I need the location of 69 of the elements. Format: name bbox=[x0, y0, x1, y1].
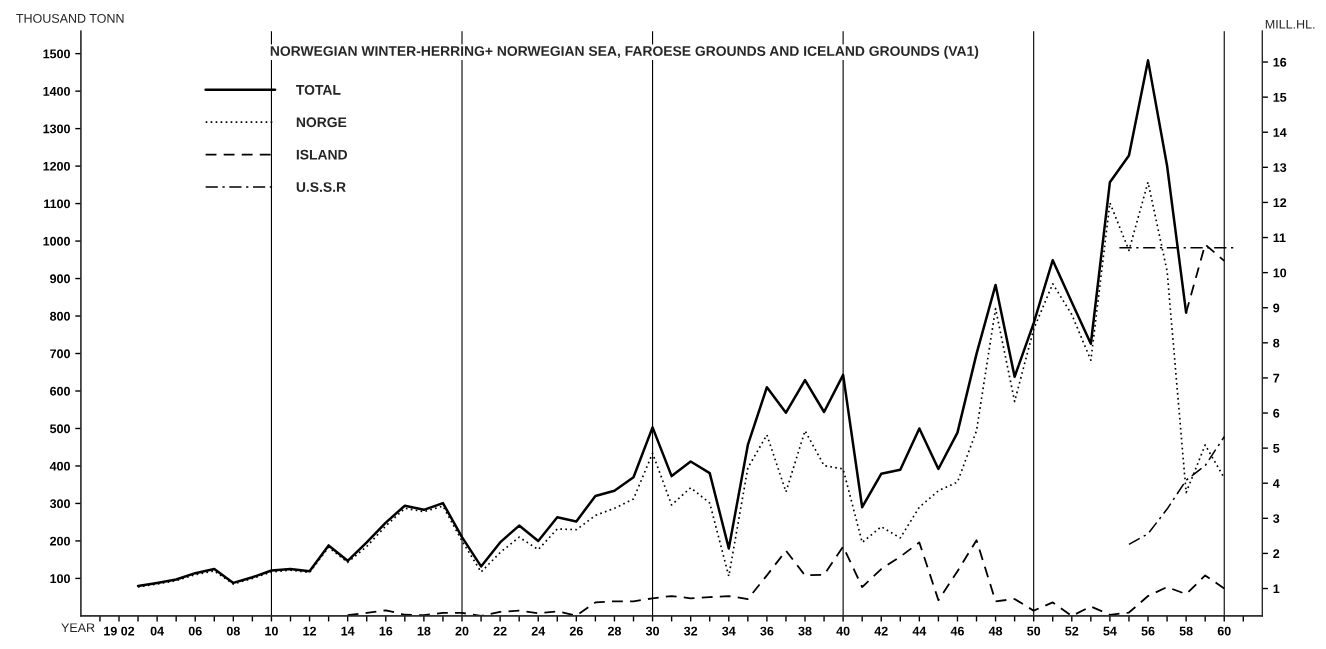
y-tick-label: 600 bbox=[50, 386, 70, 396]
x-tick-label: 32 bbox=[684, 626, 698, 636]
x-tick-label: 28 bbox=[607, 626, 622, 636]
x-tick-label: 48 bbox=[988, 626, 1003, 636]
y-tick-label: 1400 bbox=[43, 86, 70, 96]
x-axis-title: YEAR bbox=[61, 623, 95, 632]
x-tick-label: 34 bbox=[722, 626, 736, 636]
x-tick-label: 16 bbox=[379, 626, 393, 636]
y2-tick-label: 1 bbox=[1273, 584, 1280, 594]
x-tick-label: 58 bbox=[1179, 626, 1193, 636]
x-tick-label: 22 bbox=[493, 626, 507, 636]
y2-tick-label: 16 bbox=[1273, 57, 1287, 67]
x-tick-label: 08 bbox=[226, 626, 240, 636]
x-tick-label: 26 bbox=[569, 626, 583, 636]
y2-tick-label: 8 bbox=[1273, 338, 1280, 348]
y2-tick-label: 6 bbox=[1273, 408, 1280, 418]
y-tick-label: 1000 bbox=[43, 236, 70, 246]
x-tick-label: 40 bbox=[836, 626, 850, 636]
x-tick-label: 46 bbox=[950, 626, 964, 636]
y-tick-label: 1200 bbox=[43, 161, 70, 171]
x-tick-label: 50 bbox=[1027, 626, 1041, 636]
y2-tick-label: 13 bbox=[1273, 163, 1287, 173]
y-tick-label: 900 bbox=[50, 274, 70, 284]
x-tick-label: 06 bbox=[188, 626, 202, 636]
y2-tick-label: 7 bbox=[1273, 373, 1280, 383]
x-tick-label: 24 bbox=[531, 626, 546, 636]
x-tick-label: 19 02 bbox=[104, 626, 135, 636]
x-tick-label: 36 bbox=[760, 626, 774, 636]
y2-tick-label: 4 bbox=[1272, 479, 1280, 488]
y-tick-label: 500 bbox=[50, 424, 70, 434]
y-tick-label: 1100 bbox=[44, 199, 70, 209]
x-tick-label: 04 bbox=[150, 626, 164, 636]
x-tick-label: 54 bbox=[1103, 626, 1117, 636]
x-tick-label: 30 bbox=[645, 626, 659, 636]
y2-tick-label: 14 bbox=[1273, 128, 1287, 137]
x-tick-label: 38 bbox=[798, 626, 812, 636]
x-tick-label: 10 bbox=[265, 626, 278, 636]
x-tick-label: 42 bbox=[874, 626, 888, 636]
y-tick-label: 400 bbox=[49, 461, 70, 471]
y2-tick-label: 9 bbox=[1273, 303, 1280, 313]
legend-label: ISLAND bbox=[296, 149, 348, 160]
y-tick-label: 300 bbox=[49, 499, 70, 509]
y-tick-label: 100 bbox=[50, 574, 70, 584]
y2-tick-label: 12 bbox=[1273, 198, 1287, 207]
y-tick-label: 800 bbox=[50, 311, 70, 321]
y2-tick-label: 3 bbox=[1273, 514, 1280, 523]
x-tick-label: 12 bbox=[303, 626, 317, 636]
y2-tick-label: 11 bbox=[1273, 233, 1286, 243]
x-tick-label: 20 bbox=[455, 626, 469, 636]
y2-tick-label: 10 bbox=[1273, 268, 1287, 278]
legend-label: TOTAL bbox=[296, 84, 341, 95]
y2-tick-label: 5 bbox=[1273, 444, 1280, 453]
x-tick-label: 60 bbox=[1217, 626, 1231, 636]
y2-axis-title: MILL.HL. bbox=[1265, 19, 1315, 29]
y2-tick-label: 2 bbox=[1273, 549, 1280, 558]
x-tick-label: 44 bbox=[912, 626, 927, 636]
x-tick-label: 18 bbox=[417, 626, 431, 636]
legend-label: NORGE bbox=[296, 117, 347, 128]
x-tick-label: 52 bbox=[1065, 626, 1079, 636]
x-tick-label: 56 bbox=[1141, 626, 1155, 636]
x-tick-label: 14 bbox=[341, 626, 355, 636]
y2-tick-label: 15 bbox=[1273, 93, 1287, 102]
text: NORWEGIAN WINTER-HERRING+ NORWEGIAN SEA, FAROESE GROUNDS AND ICELAND GROUNDS (VA1) bbox=[270, 45, 979, 59]
legend-label: U.S.S.R bbox=[296, 182, 346, 192]
y-tick-label: 1300 bbox=[43, 124, 70, 134]
y-tick-label: 200 bbox=[50, 536, 70, 546]
y-tick-label: 1500 bbox=[43, 49, 70, 59]
y-axis-title: THOUSAND TONN bbox=[16, 13, 124, 23]
y-tick-label: 700 bbox=[50, 349, 70, 359]
